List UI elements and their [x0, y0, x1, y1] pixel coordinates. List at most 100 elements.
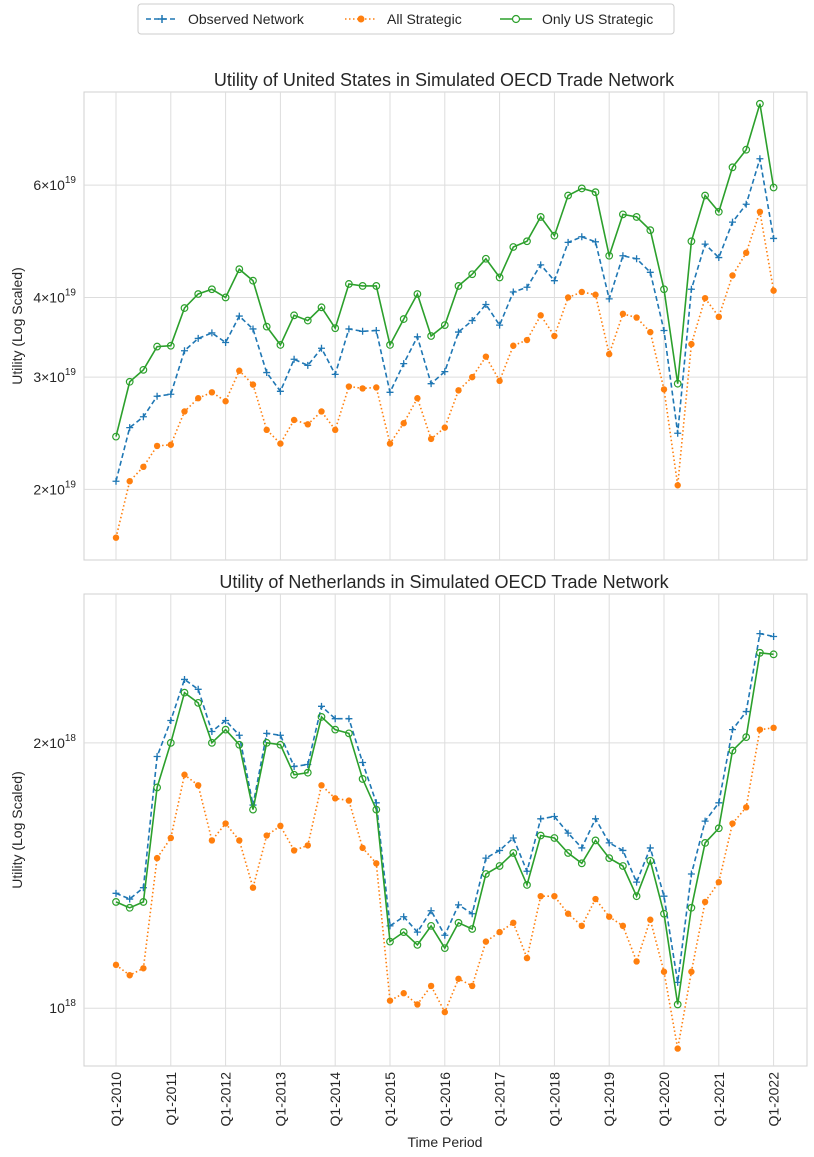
data-point [194, 685, 202, 693]
data-point [331, 370, 339, 378]
data-point [632, 892, 641, 901]
data-point [468, 270, 477, 279]
data-point [166, 341, 175, 350]
data-point [441, 424, 448, 431]
data-point [564, 829, 572, 837]
data-point [222, 820, 229, 827]
data-point [112, 961, 120, 969]
x-tick-label: Q1-2017 [492, 1072, 508, 1127]
data-point [591, 188, 600, 197]
data-point [194, 334, 202, 342]
data-point [537, 892, 544, 900]
y-tick-label: 6×1019 [33, 175, 76, 193]
data-point [469, 982, 476, 990]
data-point [112, 432, 120, 441]
data-point [469, 373, 476, 381]
data-point [222, 338, 230, 346]
data-point [208, 837, 216, 844]
data-point [770, 287, 777, 294]
data-point [756, 155, 764, 163]
data-point [482, 300, 490, 308]
x-axis-label: Time Period [408, 1134, 483, 1150]
legend-entry-observed: Observed Network [146, 11, 305, 27]
data-point [153, 342, 162, 351]
data-point [619, 252, 627, 260]
data-point [687, 903, 696, 912]
data-point [358, 282, 367, 290]
data-point [345, 797, 353, 804]
data-point [454, 918, 463, 927]
data-point [386, 997, 394, 1004]
y-tick-label: 3×1019 [33, 367, 76, 385]
data-point [139, 365, 148, 374]
data-point [195, 395, 202, 402]
x-tick-label: Q1-2019 [601, 1072, 617, 1127]
data-point [441, 1008, 448, 1016]
data-point [277, 822, 284, 830]
data-point [427, 982, 435, 990]
data-point [167, 834, 174, 842]
data-point [606, 913, 613, 920]
data-point [400, 420, 407, 427]
data-point [249, 381, 257, 388]
data-point [399, 315, 408, 323]
data-point [318, 702, 325, 710]
data-point [578, 922, 585, 930]
data-point [742, 145, 751, 154]
data-point [427, 380, 435, 388]
data-point [632, 213, 641, 221]
data-point [756, 648, 764, 657]
x-tick-label: Q1-2013 [272, 1072, 288, 1127]
y-ticks-nl: 1018 2×1018 [33, 733, 76, 1016]
data-point [769, 650, 778, 659]
data-point [674, 482, 681, 489]
data-point [400, 360, 408, 368]
data-point [509, 834, 517, 842]
data-point [427, 332, 436, 340]
y-tick-label: 4×1019 [33, 287, 76, 305]
data-point [153, 442, 161, 450]
data-point [536, 213, 545, 221]
data-point [263, 426, 270, 434]
data-point [413, 940, 422, 949]
data-point [564, 849, 572, 857]
x-tick-label: Q1-2018 [546, 1072, 562, 1127]
data-point [153, 783, 162, 792]
data-point [646, 856, 655, 865]
data-point [715, 254, 723, 262]
legend: Observed Network All Strategic Only US S… [137, 3, 675, 35]
y-axis-label-nl: Utility (Log Scaled) [9, 771, 25, 889]
data-point [687, 285, 695, 293]
data-point [537, 261, 545, 269]
data-point [647, 328, 654, 336]
data-point [742, 200, 750, 208]
data-point [276, 740, 285, 749]
data-point [345, 383, 353, 390]
data-point [414, 1001, 421, 1008]
data-point [756, 630, 764, 638]
data-point [619, 846, 627, 854]
data-point [181, 675, 188, 683]
data-point [605, 854, 614, 863]
data-point [701, 294, 709, 302]
data-point [605, 839, 613, 847]
data-point [372, 327, 380, 335]
series-line-only-us-strategic [115, 651, 774, 1005]
data-point [482, 938, 490, 945]
data-point [756, 726, 764, 733]
data-point [332, 426, 339, 434]
data-point [633, 878, 641, 886]
data-point [440, 321, 449, 330]
data-point [564, 191, 572, 200]
data-point [345, 715, 353, 723]
series-group-nl [112, 630, 778, 1052]
data-point [495, 862, 504, 870]
data-point [194, 698, 203, 707]
data-point [605, 251, 614, 260]
data-point [495, 273, 504, 282]
data-point [660, 327, 668, 335]
data-point [756, 208, 764, 216]
data-point [496, 377, 503, 385]
data-point [235, 265, 244, 274]
chart-nl: Utility of Netherlands in Simulated OECD… [9, 572, 808, 1067]
